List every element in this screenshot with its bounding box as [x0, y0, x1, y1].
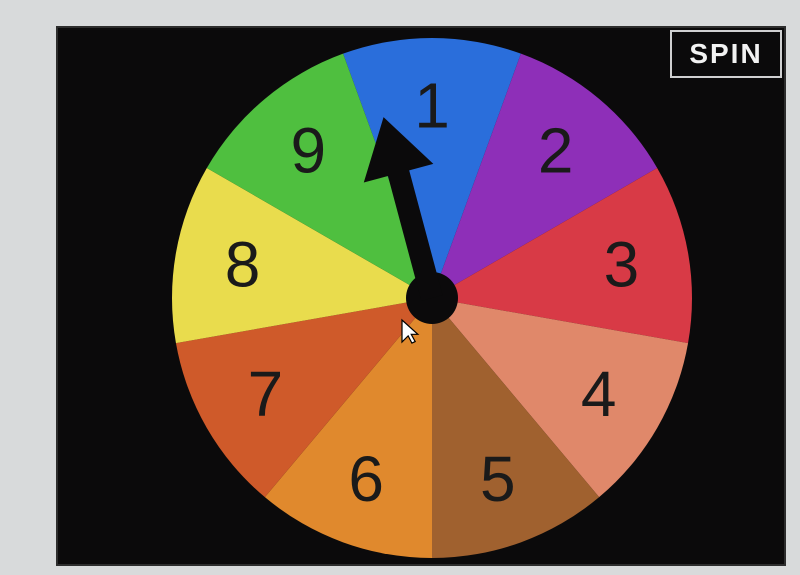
spinner-stage: 1 23 45 67 89 — [56, 26, 786, 566]
wheel-label-1: 1 — [414, 70, 450, 142]
spinner-wheel[interactable]: 1 23 45 67 89 — [58, 28, 788, 568]
spin-button[interactable]: SPIN — [670, 30, 782, 78]
spin-button-label: SPIN — [689, 38, 762, 70]
wheel-label-8: 8 — [225, 229, 261, 301]
wheel-label-4: 4 — [581, 358, 617, 430]
wheel-label-3: 3 — [604, 229, 640, 301]
wheel-label-5: 5 — [480, 443, 516, 515]
wheel-label-2: 2 — [538, 115, 574, 187]
wheel-label-7: 7 — [248, 358, 284, 430]
wheel-label-9: 9 — [291, 115, 327, 187]
app-root: 1 23 45 67 89 SPIN — [0, 0, 800, 575]
wheel-label-6: 6 — [348, 443, 384, 515]
